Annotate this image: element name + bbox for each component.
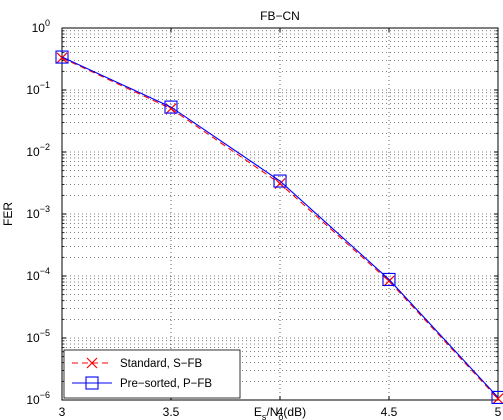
y-tick-label: 10−6 <box>26 390 50 407</box>
y-tick-label: 10−2 <box>26 142 50 159</box>
data-point-marker <box>382 272 396 286</box>
legend-label: Pre−sorted, P−FB <box>120 378 212 390</box>
x-axis-label-base: E <box>254 405 262 419</box>
data-point-marker <box>164 100 178 114</box>
legend-item: Pre−sorted, P−FB <box>72 376 212 390</box>
y-tick-label: 10−4 <box>26 266 50 283</box>
x-tick-label: 3.5 <box>163 405 180 419</box>
data-point-marker <box>56 52 68 64</box>
data-point-marker <box>273 174 287 188</box>
y-tick-label-exponent: −3 <box>40 204 50 214</box>
y-tick-label-exponent: −5 <box>40 328 50 338</box>
y-tick-label-exponent: −1 <box>40 80 50 90</box>
x-tick-label: 4.5 <box>381 405 398 419</box>
y-tick-label-base: 10 <box>26 207 40 221</box>
y-tick-label-base: 10 <box>26 269 40 283</box>
y-tick-label-exponent: −2 <box>40 142 50 152</box>
legend-label: Standard, S−FB <box>120 358 202 370</box>
x-tick-label: 3 <box>59 405 66 419</box>
y-tick-label-base: 10 <box>26 145 40 159</box>
data-point-marker <box>492 393 503 405</box>
legend-item: Standard, S−FB <box>72 357 202 370</box>
y-tick-label-exponent: 0 <box>45 18 50 28</box>
data-point-marker <box>383 275 395 287</box>
legend-marker <box>86 357 98 369</box>
y-tick-label: 100 <box>32 18 50 35</box>
y-tick-label-base: 10 <box>26 331 40 345</box>
x-tick-label: 5 <box>495 405 502 419</box>
legend: Standard, S−FB Pre−sorted, P−FB <box>63 349 241 399</box>
y-tick-label-base: 10 <box>26 393 40 407</box>
y-tick-label: 10−1 <box>26 80 50 97</box>
data-point-marker <box>55 50 69 64</box>
x-axis-label: Es/No(dB) <box>254 405 306 420</box>
grid-layer <box>62 28 498 400</box>
x-axis-label-mid: /N <box>266 405 278 419</box>
x-axis-label-sub-s: s <box>262 412 267 420</box>
y-tick-label-base: 10 <box>32 21 46 35</box>
legend-marker <box>85 376 99 390</box>
y-axis-label: FER <box>1 202 15 226</box>
data-point-marker <box>491 390 503 404</box>
y-tick-label: 10−3 <box>26 204 50 221</box>
y-tick-label: 10−5 <box>26 328 50 345</box>
y-tick-label-exponent: −4 <box>40 266 50 276</box>
x-axis-label-sub-o: o <box>278 412 283 420</box>
legend-box <box>63 349 241 399</box>
y-tick-label-exponent: −6 <box>40 390 50 400</box>
x-tick-label: 4 <box>277 405 284 419</box>
series-layer <box>55 50 503 405</box>
y-tick-label-base: 10 <box>26 83 40 97</box>
series-pre-sorted-p-fb <box>55 50 503 404</box>
chart-title: FB−CN <box>260 9 300 23</box>
x-axis-label-unit: (dB) <box>283 405 306 419</box>
series-standard-s-fb <box>56 52 503 405</box>
series-line <box>61 56 499 398</box>
